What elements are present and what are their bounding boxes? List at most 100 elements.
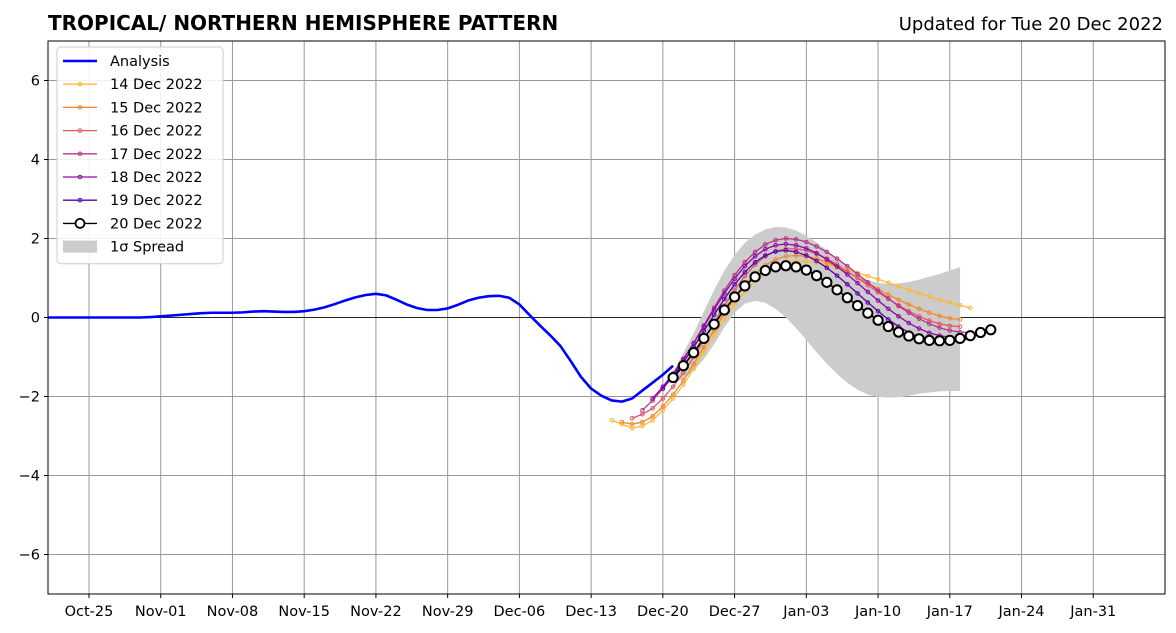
y-tick-label: 2	[31, 232, 40, 248]
forecast-point	[752, 253, 758, 259]
x-tick-label: Nov-22	[350, 604, 402, 620]
forecast-point	[670, 384, 676, 389]
forecast-point	[783, 253, 789, 259]
forecast-point	[906, 310, 912, 316]
forecast-point	[964, 330, 976, 342]
forecast-point	[957, 317, 963, 322]
x-tick-label: Jan-31	[1069, 604, 1116, 620]
forecast-point	[937, 297, 942, 303]
forecast-point	[773, 242, 778, 248]
forecast-point	[763, 242, 768, 247]
x-tick-label: Nov-08	[207, 604, 259, 620]
forecast-point	[773, 237, 778, 243]
legend: Analysis 14 Dec 2022 15 Dec 2022 16 Dec 202…	[56, 46, 224, 265]
chart-subtitle: Updated for Tue 20 Dec 2022	[899, 14, 1163, 35]
forecast-point	[824, 257, 830, 262]
forecast-point	[793, 236, 799, 242]
forecast-point	[793, 242, 799, 248]
series-analysis	[48, 292, 674, 403]
forecast-point	[834, 273, 840, 278]
forecast-point	[804, 259, 809, 264]
forecast-point	[903, 330, 915, 342]
chart-title: TROPICAL/ NORTHERN HEMISPHERE PATTERN	[48, 11, 558, 35]
forecast-point	[609, 417, 614, 423]
forecast-point	[865, 280, 871, 285]
y-tick-label: 6	[31, 74, 40, 90]
y-tick-label: −4	[19, 469, 40, 485]
forecast-point	[845, 282, 850, 287]
forecast-point	[906, 302, 912, 307]
y-tick-label: 0	[31, 311, 40, 327]
forecast-point	[845, 263, 850, 269]
forecast-point	[650, 396, 655, 401]
x-tick-label: Dec-20	[637, 604, 689, 620]
forecast-point	[865, 300, 871, 305]
forecast-point	[841, 292, 853, 304]
forecast-point	[886, 306, 891, 312]
legend-marker	[77, 197, 83, 203]
legend-marker	[77, 151, 83, 157]
forecast-point	[947, 323, 953, 329]
forecast-point	[824, 265, 830, 271]
forecast-point	[701, 324, 707, 329]
forecast-point	[906, 287, 912, 293]
legend-label: 1σ Spread	[110, 240, 184, 256]
forecast-point	[732, 276, 737, 282]
forecast-point	[916, 326, 922, 331]
forecast-point	[660, 404, 666, 409]
forecast-point	[916, 316, 922, 321]
forecast-point	[845, 272, 850, 277]
forecast-point	[916, 306, 922, 312]
forecast-point	[821, 276, 833, 288]
forecast-point	[906, 320, 912, 326]
forecast-point	[896, 303, 901, 309]
forecast-point	[947, 315, 953, 321]
forecast-point	[650, 398, 655, 403]
forecast-point	[875, 298, 881, 303]
forecast-point	[763, 253, 768, 258]
forecast-point	[759, 264, 771, 277]
forecast-point	[872, 314, 884, 326]
forecast-point	[957, 324, 963, 329]
forecast-point	[862, 307, 874, 319]
legend-marker	[74, 217, 86, 229]
forecast-point	[937, 313, 942, 319]
forecast-point	[927, 294, 932, 299]
forecast-point	[804, 253, 809, 258]
forecast-point	[752, 259, 758, 265]
legend-label: 20 Dec 2022	[110, 216, 203, 232]
forecast-point	[800, 264, 812, 276]
x-tick-label: Dec-27	[709, 604, 761, 620]
forecast-point	[834, 256, 840, 261]
forecast-point	[711, 307, 717, 312]
forecast-point	[927, 321, 932, 327]
forecast-point	[670, 392, 676, 397]
forecast-point	[831, 284, 843, 296]
forecast-point	[708, 318, 720, 330]
forecast-point	[691, 366, 696, 372]
legend-swatch-spread	[63, 240, 97, 253]
forecast-point	[629, 421, 635, 427]
forecast-point	[763, 246, 768, 252]
forecast-point	[913, 333, 925, 345]
y-tick-label: −6	[19, 548, 40, 564]
forecast-point	[865, 273, 871, 279]
forecast-point	[957, 302, 963, 308]
x-tick-label: Dec-06	[494, 604, 546, 620]
forecast-point	[814, 244, 819, 249]
forecast-point	[739, 280, 751, 292]
forecast-point	[916, 291, 922, 296]
forecast-point	[855, 271, 860, 277]
forecast-point	[933, 335, 946, 347]
forecast-point	[947, 300, 953, 305]
x-tick-label: Jan-17	[926, 604, 973, 620]
forecast-point	[783, 241, 789, 247]
y-tick-label: −2	[19, 390, 40, 406]
forecast-point	[701, 328, 707, 334]
forecast-point	[851, 300, 864, 312]
forecast-point	[773, 257, 778, 262]
forecast-point	[875, 288, 881, 293]
forecast-point	[728, 291, 741, 303]
forecast-point	[834, 264, 840, 269]
